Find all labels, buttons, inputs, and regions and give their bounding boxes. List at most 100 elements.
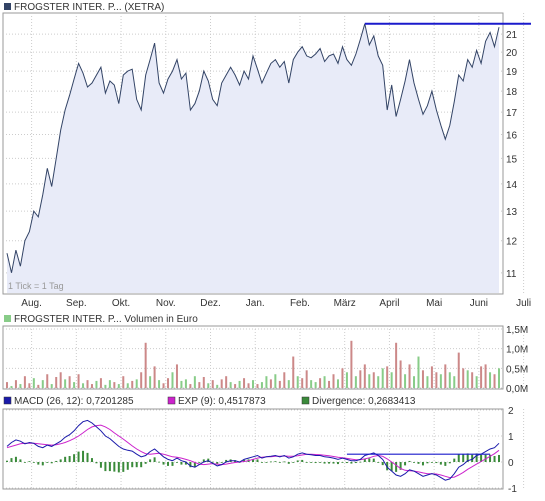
volume-bar	[448, 372, 451, 388]
divergence-bar	[175, 462, 178, 463]
divergence-bar	[140, 462, 143, 468]
divergence-bar	[131, 462, 134, 468]
volume-bar	[439, 374, 442, 388]
divergence-bar	[314, 462, 317, 464]
volume-bar	[399, 360, 402, 388]
divergence-bar	[41, 462, 44, 466]
divergence-bar	[363, 458, 366, 462]
divergence-bar	[323, 462, 326, 464]
divergence-bar	[498, 454, 500, 462]
volume-bar	[202, 376, 205, 388]
volume-bar	[430, 366, 433, 388]
volume-bar	[310, 380, 313, 388]
volume-bar	[435, 372, 438, 388]
price-legend-swatch	[4, 3, 11, 10]
volume-bar	[332, 374, 335, 388]
volume-bar	[86, 380, 89, 388]
divergence-bar	[149, 459, 152, 462]
macd-legend-swatch	[167, 396, 176, 405]
divergence-bar	[189, 462, 192, 468]
divergence-bar	[202, 459, 205, 462]
volume-bar	[395, 342, 398, 388]
volume-bar	[305, 370, 308, 388]
price-y-tick-label: 20	[506, 48, 518, 59]
volume-bar	[144, 342, 147, 388]
volume-bar	[162, 383, 165, 388]
volume-bar	[32, 378, 35, 388]
macd-legend-swatch	[301, 396, 310, 405]
month-label: März	[334, 298, 356, 309]
macd-frame	[2, 408, 504, 490]
divergence-bar	[336, 462, 339, 465]
divergence-bar	[292, 462, 295, 463]
macd-line	[6, 419, 500, 481]
divergence-bar	[32, 462, 35, 463]
divergence-bar	[68, 456, 71, 462]
volume-bar	[225, 376, 228, 388]
price-area	[7, 23, 499, 294]
divergence-bar	[332, 462, 335, 464]
volume-frame	[2, 325, 504, 390]
volume-bar	[135, 379, 138, 388]
divergence-bar	[368, 458, 371, 462]
volume-bar	[234, 384, 237, 388]
price-y-tick-label: 12	[506, 237, 518, 248]
volume-bar	[404, 374, 407, 388]
volume-y-tick-label: 1,5M	[506, 325, 528, 336]
divergence-bar	[381, 462, 384, 466]
volume-legend-label: FROGSTER INTER. P... Volumen in Euro	[14, 314, 198, 325]
volume-bar	[336, 379, 339, 388]
volume-bar	[41, 380, 44, 388]
divergence-bar	[14, 456, 17, 462]
divergence-bar	[6, 460, 8, 462]
volume-bar	[77, 374, 80, 388]
divergence-bar	[28, 461, 31, 463]
volume-bar	[471, 372, 474, 388]
month-label: Sep.	[66, 298, 87, 309]
volume-bar	[104, 384, 107, 388]
price-y-tick-label: 18	[506, 87, 518, 98]
volume-bar	[28, 383, 31, 388]
volume-bar	[149, 376, 152, 388]
divergence-bar	[278, 462, 281, 463]
volume-bar	[140, 372, 143, 388]
volume-bar	[247, 383, 250, 388]
volume-panel: FROGSTER INTER. P... Volumen in Euro 0,0M…	[3, 314, 528, 395]
volume-bar	[14, 380, 17, 388]
volume-bar	[55, 376, 58, 388]
macd-legend-label: Divergence: 0,2683413	[312, 396, 416, 407]
price-y-tick-label: 14	[506, 180, 518, 191]
divergence-bar	[193, 462, 196, 467]
divergence-bar	[421, 462, 424, 466]
month-label: Dez.	[200, 298, 221, 309]
divergence-bar	[475, 453, 478, 462]
volume-bar	[108, 380, 111, 388]
month-label: Jan.	[246, 298, 265, 309]
divergence-bar	[301, 459, 304, 462]
volume-bar	[377, 376, 380, 388]
divergence-bar	[404, 462, 407, 466]
volume-bar	[341, 368, 344, 388]
price-y-tick-label: 19	[506, 67, 518, 78]
divergence-bar	[395, 462, 398, 472]
macd-y-tick-label: 1	[508, 432, 514, 443]
divergence-bar	[386, 462, 389, 471]
volume-bar	[421, 370, 424, 388]
volume-bar	[207, 383, 210, 388]
volume-bar	[314, 382, 317, 388]
divergence-bar	[319, 462, 322, 463]
volume-legend-swatch	[4, 315, 11, 322]
price-y-tick-label: 16	[506, 131, 518, 142]
divergence-bar	[95, 462, 98, 464]
price-y-tick-label: 13	[506, 207, 518, 218]
divergence-bar	[296, 460, 299, 462]
volume-bar	[328, 380, 331, 388]
volume-bar	[381, 368, 384, 388]
divergence-bar	[310, 462, 313, 463]
volume-bar	[408, 364, 411, 388]
volume-bar	[158, 380, 161, 388]
volume-bar	[269, 379, 272, 388]
divergence-bar	[184, 462, 187, 465]
divergence-bar	[77, 451, 80, 462]
